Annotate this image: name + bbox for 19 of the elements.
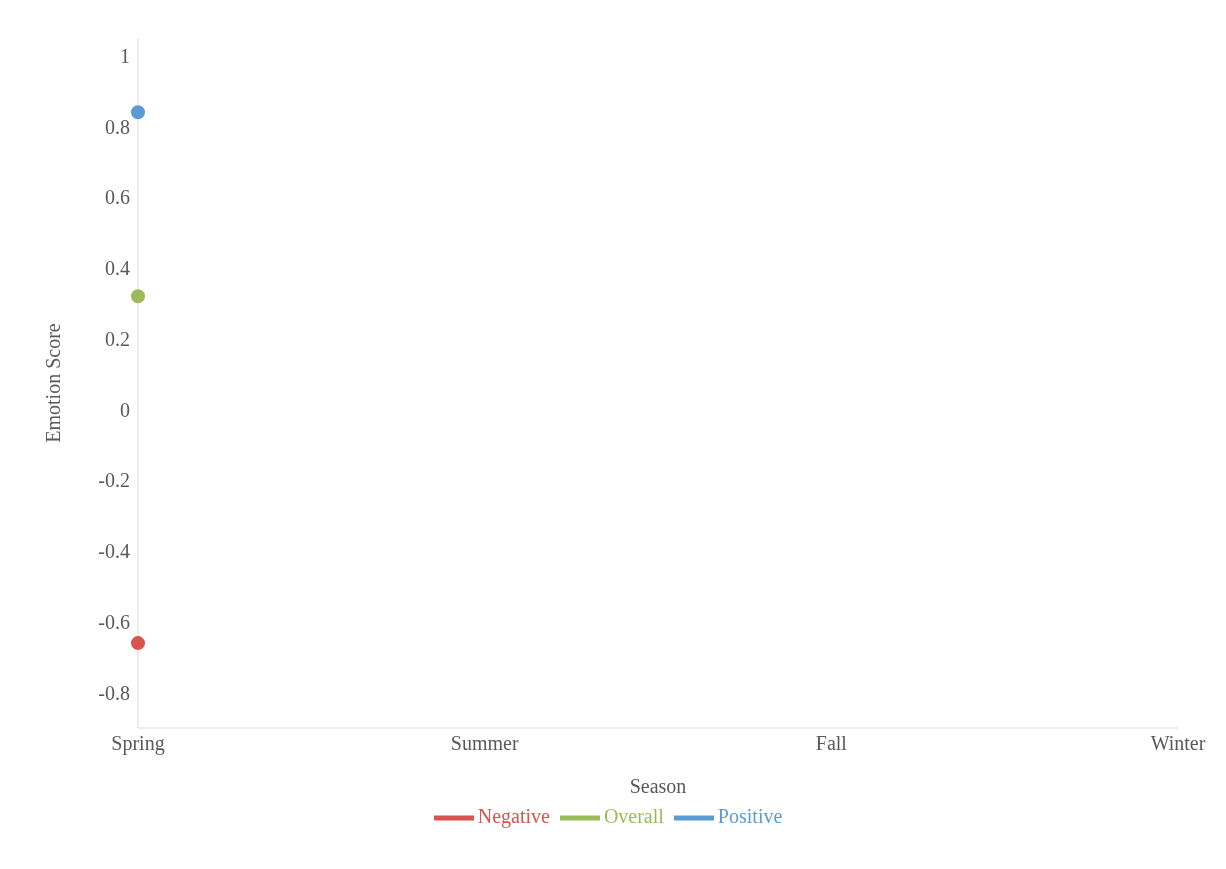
- y-tick-label: 0: [120, 398, 130, 421]
- y-tick-label: 0.8: [105, 115, 130, 138]
- y-tick-label: -0.8: [98, 681, 130, 704]
- y-tick-label: -0.4: [98, 540, 130, 563]
- x-axis-title: Season: [629, 775, 687, 797]
- x-tick-label: Summer: [450, 732, 519, 755]
- legend-label: Positive: [717, 804, 783, 827]
- x-tick-label: Winter: [1150, 732, 1206, 755]
- x-tick-label: Fall: [815, 732, 848, 755]
- y-tick-label: -0.2: [98, 469, 130, 492]
- y-axis-title: Emotion Score: [42, 323, 65, 443]
- legend-label: Overall: [603, 804, 664, 827]
- y-tick-label: 1: [120, 44, 130, 67]
- y-tick-label: 0.4: [105, 257, 130, 280]
- y-tick-label: 0.2: [105, 327, 130, 350]
- x-tick-label: Spring: [111, 732, 165, 756]
- y-tick-label: 0.6: [105, 186, 130, 209]
- legend-label: Negative: [477, 804, 550, 827]
- y-tick-label: -0.6: [98, 610, 130, 633]
